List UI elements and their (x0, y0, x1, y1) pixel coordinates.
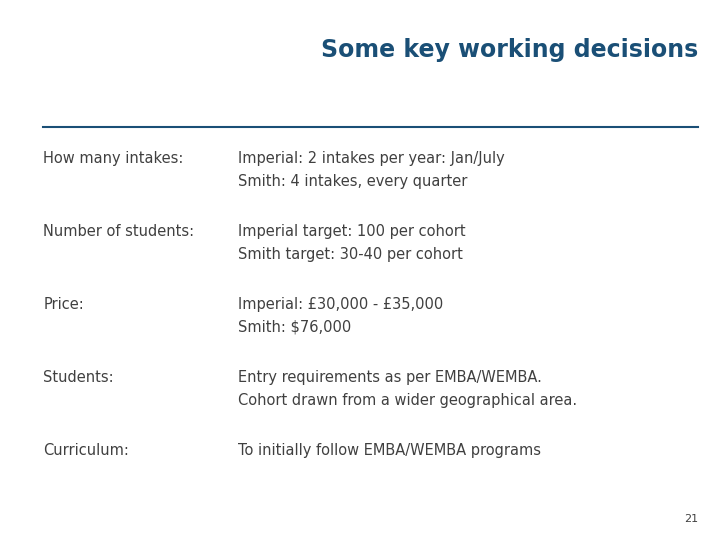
Text: Students:: Students: (43, 370, 114, 385)
Text: Entry requirements as per EMBA/WEMBA.: Entry requirements as per EMBA/WEMBA. (238, 370, 541, 385)
Text: Price:: Price: (43, 297, 84, 312)
Text: Imperial target: 100 per cohort: Imperial target: 100 per cohort (238, 224, 465, 239)
Text: Smith target: 30-40 per cohort: Smith target: 30-40 per cohort (238, 247, 462, 262)
Text: Some key working decisions: Some key working decisions (321, 38, 698, 62)
Text: Curriculum:: Curriculum: (43, 443, 129, 458)
Text: How many intakes:: How many intakes: (43, 151, 184, 166)
Text: Cohort drawn from a wider geographical area.: Cohort drawn from a wider geographical a… (238, 393, 577, 408)
Text: Smith: $76,000: Smith: $76,000 (238, 320, 351, 335)
Text: Imperial: £30,000 - £35,000: Imperial: £30,000 - £35,000 (238, 297, 443, 312)
Text: Smith: 4 intakes, every quarter: Smith: 4 intakes, every quarter (238, 174, 467, 189)
Text: 21: 21 (684, 514, 698, 524)
Text: Number of students:: Number of students: (43, 224, 194, 239)
Text: To initially follow EMBA/WEMBA programs: To initially follow EMBA/WEMBA programs (238, 443, 541, 458)
Text: Imperial: 2 intakes per year: Jan/July: Imperial: 2 intakes per year: Jan/July (238, 151, 504, 166)
